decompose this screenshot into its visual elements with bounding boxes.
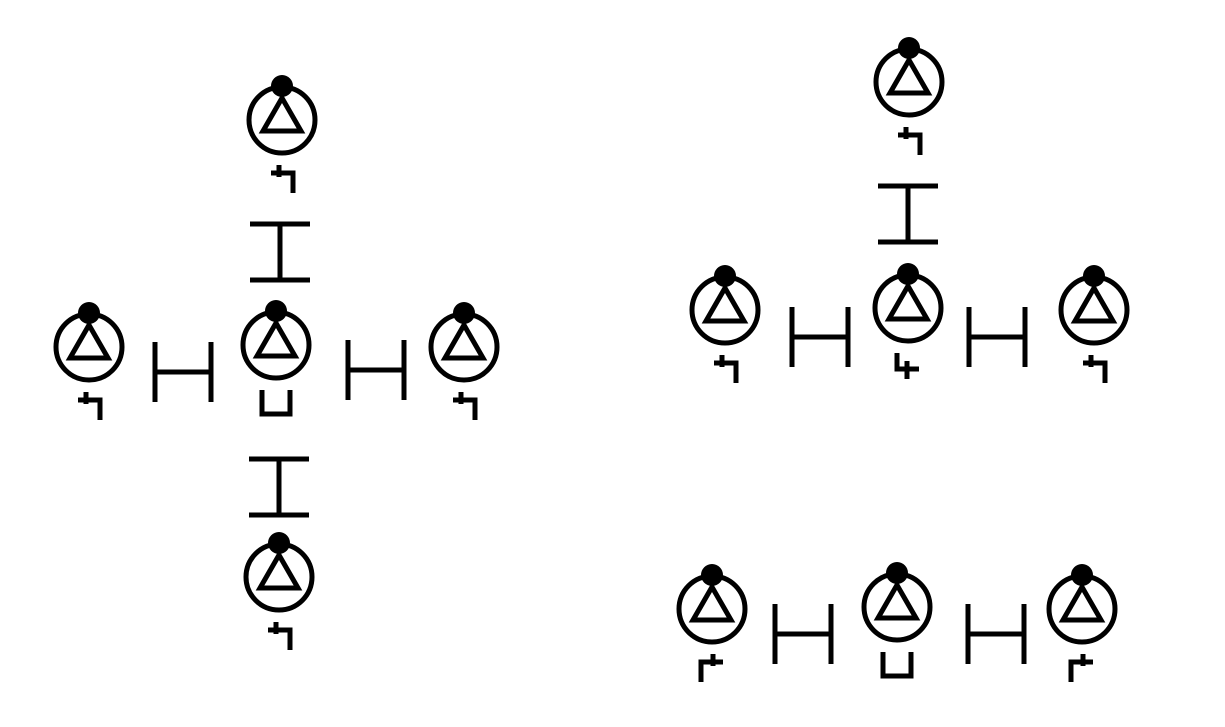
node-triangle [65, 319, 113, 361]
node-marker-hook-right [268, 622, 293, 650]
node-cross-bottom [243, 532, 315, 650]
node-dot [897, 263, 919, 285]
node-chain-center [861, 562, 933, 679]
bond-cross-top-center [250, 221, 310, 283]
node-dot [714, 265, 736, 287]
node-marker-hook-down [894, 353, 919, 379]
node-marker-hook-right [898, 127, 923, 155]
node-marker-hook-right [78, 392, 103, 420]
node-t-shape-top [873, 37, 945, 155]
bond-vertical [250, 221, 310, 283]
node-triangle [701, 282, 749, 324]
node-triangle [440, 319, 488, 361]
node-t-shape-right [1058, 265, 1130, 383]
node-cross-left [53, 302, 125, 420]
node-dot [265, 300, 287, 322]
node-triangle [255, 549, 303, 591]
bond-horizontal [966, 307, 1028, 367]
bond-t-shape-top-center [878, 183, 938, 245]
bond-chain-left-center [772, 604, 834, 664]
bond-horizontal [772, 604, 834, 664]
node-triangle [1058, 581, 1106, 623]
node-triangle [884, 280, 932, 322]
node-dot [268, 532, 290, 554]
node-marker-hook-right [1083, 355, 1108, 383]
node-marker-cup [880, 652, 914, 679]
node-cross-right [428, 302, 500, 420]
node-cross-center [240, 300, 312, 417]
node-marker-cup [259, 390, 293, 417]
node-marker-hook-left [1068, 654, 1093, 682]
node-chain-left [676, 564, 748, 682]
node-dot [271, 75, 293, 97]
bond-vertical [249, 456, 309, 518]
node-t-shape-center [872, 263, 944, 379]
node-dot [1071, 564, 1093, 586]
bond-vertical [878, 183, 938, 245]
bond-horizontal [345, 340, 407, 400]
node-dot [78, 302, 100, 324]
node-triangle [688, 581, 736, 623]
node-marker-hook-right [271, 165, 296, 193]
bond-chain-center-right [965, 604, 1027, 664]
bond-horizontal [152, 342, 214, 402]
node-chain-right [1046, 564, 1118, 682]
bond-horizontal [789, 307, 851, 367]
bond-cross-center-right [345, 340, 407, 400]
bond-horizontal [965, 604, 1027, 664]
node-dot [453, 302, 475, 324]
bond-cross-left-center [152, 342, 214, 402]
node-marker-hook-right [714, 355, 739, 383]
node-triangle [1070, 282, 1118, 324]
node-dot [1083, 265, 1105, 287]
node-cross-top [246, 75, 318, 193]
node-marker-hook-right [453, 392, 478, 420]
node-triangle [885, 54, 933, 96]
node-marker-hook-left [698, 654, 723, 682]
bond-cross-center-bottom [249, 456, 309, 518]
node-triangle [252, 317, 300, 359]
node-t-shape-left [689, 265, 761, 383]
node-dot [898, 37, 920, 59]
node-dot [701, 564, 723, 586]
node-triangle [258, 92, 306, 134]
bond-t-shape-left-center [789, 307, 851, 367]
bond-t-shape-center-right [966, 307, 1028, 367]
node-dot [886, 562, 908, 584]
node-triangle [873, 579, 921, 621]
